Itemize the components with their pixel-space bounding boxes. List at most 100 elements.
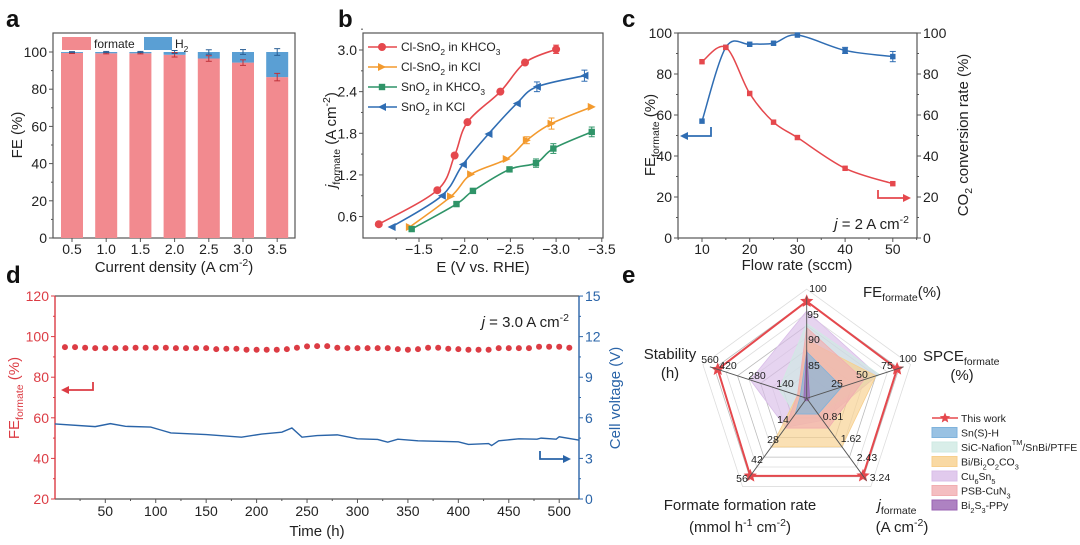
x-tick-label: 50 — [885, 241, 901, 257]
radar-axis-label-spce: SPCEformate — [923, 348, 1000, 368]
panel-label-a: a — [6, 6, 20, 33]
legend-label-part: Cl-SnO — [401, 60, 440, 74]
y-tick-label: 40 — [656, 148, 672, 164]
radar-axis-label-fe-part: FE — [863, 284, 882, 301]
y-tick-label: 80 — [656, 66, 672, 82]
panel-a-stacked-bar-chart: 0 20 40 60 80 100 0.5 1.0 1.5 2.0 2.5 3.0 3.5 Current… — [9, 32, 296, 276]
y-axis-label: FEformate (%) — [6, 357, 26, 439]
data-point — [890, 53, 896, 60]
panel-b-current-density-line-chart: 0.6 1.2 1.8 2.4 3.0 −1.5 −2.0 −2.5 −3.0 −3.5 E (V … — [321, 28, 616, 276]
data-point — [566, 344, 573, 351]
legend-label-part: 2 — [970, 506, 974, 515]
x-axis-label: Time (h) — [289, 523, 344, 540]
legend-label-part: O — [987, 457, 995, 469]
x-tick-label: 350 — [396, 503, 420, 519]
data-point — [132, 344, 139, 351]
radar-axis-unit-spce: (%) — [950, 367, 973, 384]
data-point — [587, 102, 596, 111]
radar-tick-label: 1.62 — [841, 433, 862, 445]
radar-axis-label-spce-part: formate — [964, 356, 1000, 368]
data-point — [525, 345, 532, 352]
data-point — [435, 344, 442, 351]
legend-label-h2-part: 2 — [184, 44, 189, 54]
y-axis-label-part: formate — [14, 384, 26, 420]
y2-tick-label: 12 — [585, 329, 601, 345]
x-tick-label: 0.5 — [62, 241, 82, 257]
bar-group-0.5 — [61, 51, 83, 239]
radar-tick-label: 25 — [831, 378, 843, 390]
left-axis-arrow — [61, 382, 94, 394]
data-point — [414, 346, 421, 353]
data-point — [546, 343, 553, 350]
panel-label-d: d — [6, 262, 21, 289]
panel-d-stability-chart: 20 40 60 80 100 120 0 3 6 9 12 15 50 100 150 200 250 300 3… — [6, 288, 624, 540]
y-axis-label-part: -2 — [321, 97, 333, 106]
legend-label-h2: H2 — [175, 37, 189, 54]
x-axis-label-part: ) — [248, 259, 253, 276]
radar-axis-unit-rate-part: -1 — [743, 517, 752, 529]
data-point — [723, 44, 729, 51]
data-point — [102, 345, 109, 352]
legend-label-part: Bi — [961, 500, 970, 512]
data-point — [233, 345, 240, 352]
legend-label-part: 3 — [1015, 463, 1019, 472]
series-line — [409, 106, 593, 228]
legend-label: Sn(S)-H — [961, 428, 999, 440]
x-tick-label: 20 — [742, 241, 758, 257]
data-point — [890, 180, 896, 187]
data-point — [580, 71, 589, 80]
data-point — [485, 346, 492, 353]
radar-axis-line — [806, 398, 867, 481]
y-tick-label: 120 — [26, 288, 50, 304]
x-axis-label: Flow rate (sccm) — [742, 257, 853, 274]
data-point — [450, 151, 459, 160]
legend-swatch-h2 — [144, 37, 172, 50]
data-point — [746, 41, 753, 47]
x-tick-label: 30 — [790, 241, 806, 257]
current-density-annotation: j = 3.0 A cm-2 — [480, 312, 569, 331]
bar-formate — [61, 52, 83, 239]
legend-label-part: TM — [1012, 438, 1023, 447]
data-point — [263, 346, 270, 353]
radar-star-marker — [711, 362, 725, 376]
y-axis-label-part: (%) — [642, 94, 659, 122]
data-point — [842, 165, 848, 172]
arrow-head — [903, 194, 911, 202]
data-point — [445, 345, 452, 352]
radar-tick-label: 28 — [767, 434, 779, 446]
radar-tick-label: 420 — [719, 360, 737, 372]
radar-outline — [716, 300, 899, 477]
panel-labels: a b c d e — [6, 6, 635, 289]
bar-formate — [129, 53, 152, 238]
x-tick-label: 250 — [295, 503, 319, 519]
radar-axis-unit-rate-part: -2 — [777, 517, 786, 529]
data-point — [364, 345, 371, 352]
data-point — [794, 134, 801, 141]
radar-tick-label: 3.24 — [870, 472, 891, 484]
y-tick-label: 1.2 — [338, 167, 358, 183]
y-axis-label-part: (%) — [6, 357, 23, 385]
data-point — [374, 220, 383, 229]
y2-axis-label-part: conversion rate (%) — [955, 54, 972, 188]
y-tick-label: 100 — [649, 25, 673, 41]
x-tick-label: 1.5 — [131, 241, 151, 257]
legend-label-part: SnO — [401, 100, 425, 114]
series-fe-formate — [61, 343, 573, 353]
radar-axis-line — [709, 366, 807, 399]
bar-group-1.5 — [129, 50, 152, 238]
data-point — [437, 191, 446, 200]
data-point — [505, 345, 512, 352]
legend-label-part: S — [974, 500, 981, 512]
x-tick-label: −1.5 — [405, 241, 433, 257]
radar-tick-label: 56 — [736, 473, 748, 485]
arrow-line — [686, 127, 712, 137]
y-tick-label: 40 — [31, 156, 47, 172]
data-point — [453, 200, 460, 208]
y-axis-label-part: formate — [331, 149, 343, 185]
x-tick-label: −2.5 — [497, 241, 525, 257]
radar-axis-unit-rate-part: cm — [753, 519, 777, 536]
y-axis-label-part: formate — [650, 121, 662, 157]
y2-tick-label: 9 — [585, 369, 593, 385]
x-axis-label-part: Current density (A cm — [95, 259, 239, 276]
